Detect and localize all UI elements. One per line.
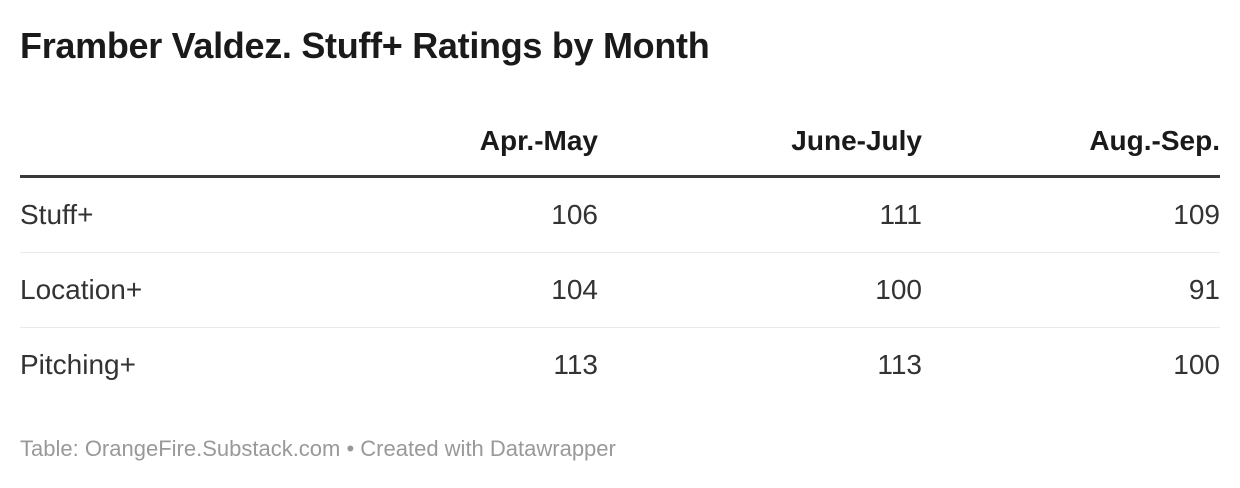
table-row-stuff: Stuff+ 106 111 109 [20, 176, 1220, 254]
column-header-apr-may: Apr.-May [290, 125, 598, 179]
table-body: Stuff+ 106 111 109 Location+ 104 100 91 … [20, 176, 1220, 403]
column-header-aug-sep: Aug.-Sep. [922, 125, 1220, 179]
table-row-location: Location+ 104 100 91 [20, 252, 1220, 329]
table-row-pitching: Pitching+ 113 113 100 [20, 328, 1220, 403]
cell-location-apr-may: 104 [290, 252, 598, 329]
page-title: Framber Valdez. Stuff+ Ratings by Month [20, 25, 710, 66]
ratings-table: Apr.-May June-July Aug.-Sep. Stuff+ 106 … [20, 125, 1220, 402]
cell-stuff-aug-sep: 109 [922, 176, 1220, 254]
header-row: Apr.-May June-July Aug.-Sep. [20, 125, 1220, 179]
column-header-june-july: June-July [598, 125, 922, 179]
cell-pitching-june-july: 113 [877, 349, 922, 381]
cell-pitching-apr-may: 113 [553, 349, 598, 381]
column-header-blank [20, 125, 290, 179]
cell-pitching-aug-sep: 100 [1173, 349, 1220, 381]
row-label-location: Location+ [20, 252, 290, 329]
cell-stuff-june-july: 111 [598, 176, 922, 254]
cell-stuff-apr-may: 106 [290, 176, 598, 254]
table-header: Apr.-May June-July Aug.-Sep. [20, 125, 1220, 179]
row-label-pitching: Pitching+ [20, 349, 136, 381]
row-label-stuff: Stuff+ [20, 176, 290, 254]
attribution-footer: Table: OrangeFire.Substack.com • Created… [20, 436, 616, 462]
cell-location-aug-sep: 91 [922, 252, 1220, 329]
cell-location-june-july: 100 [598, 252, 922, 329]
